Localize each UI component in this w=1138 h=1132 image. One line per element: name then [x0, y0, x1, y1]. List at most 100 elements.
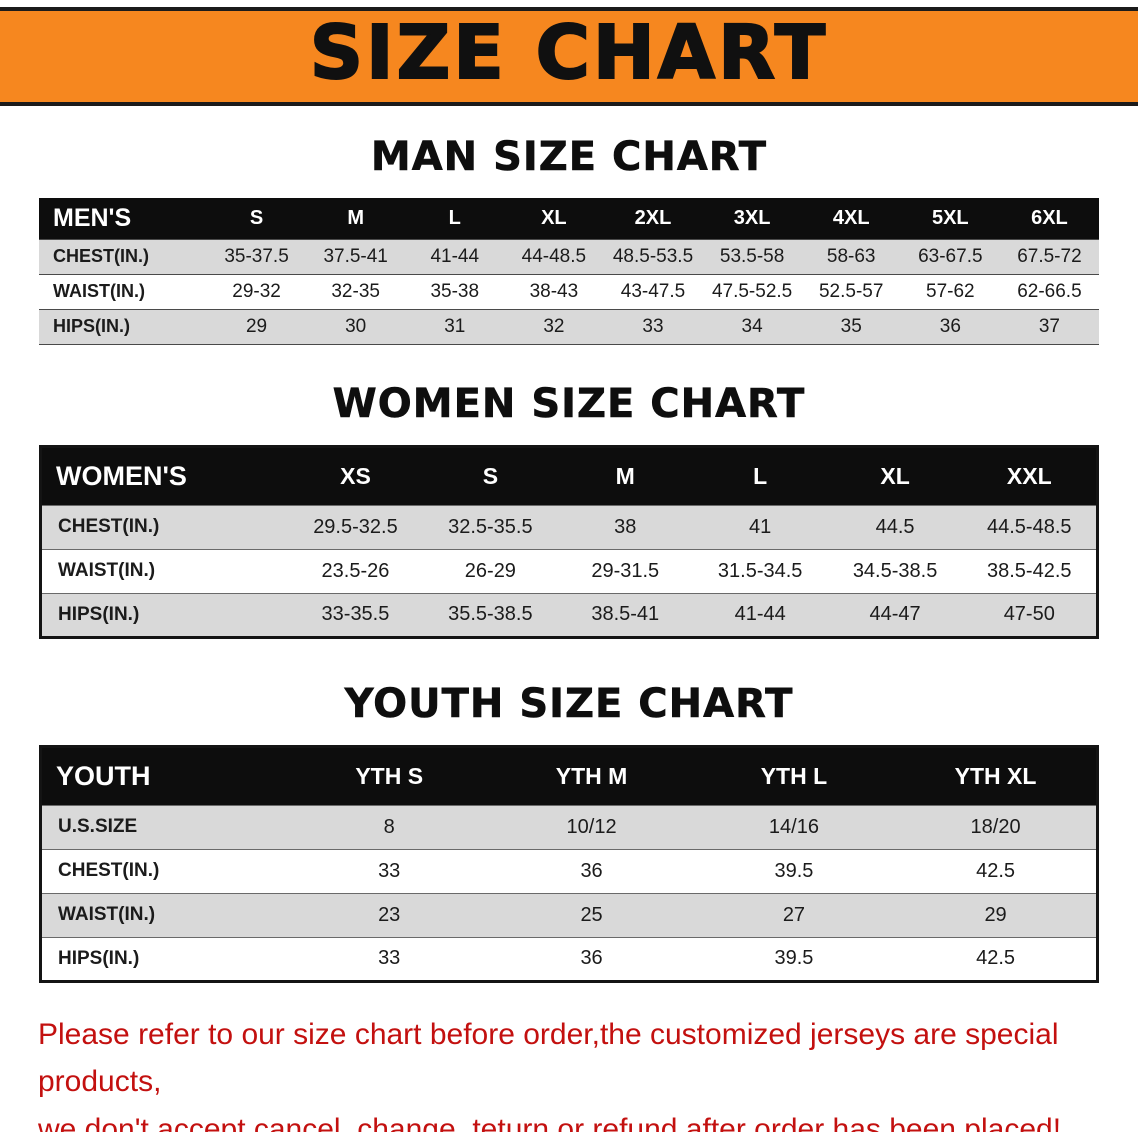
- measure-value: 29-32: [232, 280, 281, 302]
- measure-label: HIPS(IN.): [58, 947, 140, 969]
- size-column-header: XL: [504, 197, 604, 240]
- size-column-header: YTH XL: [895, 746, 1098, 806]
- measure-value: 41: [749, 515, 772, 538]
- table-row: CHEST(IN.) 35-37.5 37.5-41 41-44 44-48.5 48.5…: [39, 239, 1099, 275]
- size-column-header: XXL: [962, 446, 1098, 506]
- size-column-header: M: [306, 197, 406, 240]
- measure-label: HIPS(IN.): [58, 603, 140, 625]
- youth-table-title-cell: YOUTH: [40, 746, 288, 806]
- measure-label: WAIST(IN.): [53, 281, 145, 302]
- charts-area: MAN SIZE CHART MEN'S S M L XL 2XL 3XL 4XL 5XL 6XL…: [0, 134, 1138, 983]
- measure-value: 29: [984, 903, 1007, 926]
- measure-value: 42.5: [976, 947, 1016, 970]
- table-row: HIPS(IN.) 33-35.5 35.5-38.5 38.5-41 41-44 44-…: [40, 593, 1098, 638]
- measure-value: 8: [383, 815, 395, 838]
- measure-value: 38.5-42.5: [987, 559, 1072, 582]
- measure-value: 36: [580, 947, 603, 970]
- measure-value: 53.5-58: [719, 245, 785, 267]
- measure-label: U.S.SIZE: [58, 816, 138, 838]
- measure-value: 37: [1038, 315, 1060, 337]
- measure-value: 58-63: [826, 245, 876, 267]
- measure-value: 41-44: [734, 603, 786, 626]
- measure-value: 47.5-52.5: [711, 280, 793, 302]
- measure-value: 29-31.5: [591, 559, 660, 582]
- measure-value: 33: [642, 315, 664, 337]
- measure-value: 44-48.5: [521, 245, 587, 267]
- measure-value: 25: [580, 903, 603, 926]
- note-line-1: Please refer to our size chart before or…: [38, 1017, 1059, 1099]
- size-column-header: YTH L: [692, 746, 896, 806]
- measure-value: 33: [378, 947, 401, 970]
- size-column-header: 2XL: [603, 197, 703, 240]
- table-row: WAIST(IN.) 23 25 27 29: [40, 893, 1098, 938]
- table-row: CHEST(IN.) 29.5-32.5 32.5-35.5 38 41 44.5 44.5…: [40, 505, 1098, 550]
- banner: SIZE CHART: [0, 7, 1138, 106]
- note-line-2: we don't accept cancel, change, teturn o…: [38, 1112, 1062, 1132]
- measure-value: 29: [245, 315, 268, 337]
- table-row: U.S.SIZE 8 10/12 14/16 18/20: [40, 805, 1098, 850]
- measure-value: 34: [741, 315, 763, 337]
- measure-value: 44.5: [875, 515, 915, 538]
- men-table-title-cell: MEN'S: [39, 197, 207, 240]
- measure-value: 33: [378, 859, 401, 882]
- measure-value: 44-47: [869, 603, 921, 626]
- size-column-header: 3XL: [702, 197, 802, 240]
- measure-value: 36: [939, 315, 961, 337]
- measure-value: 36: [580, 859, 603, 882]
- measure-value: 41-44: [430, 245, 480, 267]
- measure-value: 14/16: [768, 815, 819, 838]
- measure-value: 32: [543, 315, 565, 337]
- measure-label: HIPS(IN.): [53, 316, 131, 337]
- size-column-header: XL: [827, 446, 963, 506]
- section-men: MAN SIZE CHART MEN'S S M L XL 2XL 3XL 4XL 5XL 6XL…: [0, 134, 1138, 345]
- youth-section-heading: YOUTH SIZE CHART: [344, 680, 794, 728]
- measure-value: 39.5: [774, 947, 814, 970]
- measure-value: 23.5-26: [321, 559, 390, 582]
- measure-label: CHEST(IN.): [53, 246, 149, 267]
- measure-value: 57-62: [926, 280, 975, 302]
- measure-value: 38.5-41: [591, 603, 660, 626]
- youth-header-row: YOUTH YTH S YTH M YTH L YTH XL: [40, 746, 1098, 806]
- table-row: WAIST(IN.) 23.5-26 26-29 29-31.5 31.5-34.5 34…: [40, 549, 1098, 593]
- size-column-header: M: [557, 446, 693, 506]
- measure-value: 35: [840, 315, 862, 337]
- section-youth: YOUTH SIZE CHART YOUTH YTH S YTH M YTH L YTH…: [0, 681, 1138, 983]
- size-column-header: 4XL: [801, 197, 901, 240]
- measure-value: 48.5-53.5: [612, 245, 694, 267]
- size-column-header: XS: [288, 446, 423, 506]
- measure-value: 18/20: [970, 815, 1021, 838]
- measure-value: 38-43: [529, 280, 579, 302]
- size-column-header: YTH S: [288, 746, 491, 806]
- measure-value: 67.5-72: [1017, 245, 1082, 267]
- measure-value: 34.5-38.5: [852, 559, 938, 582]
- measure-value: 35-38: [430, 280, 480, 302]
- measure-value: 39.5: [774, 859, 814, 882]
- men-size-table: MEN'S S M L XL 2XL 3XL 4XL 5XL 6XL CHEST(IN.) 35-37…: [39, 197, 1099, 345]
- size-column-header: S: [422, 446, 558, 506]
- measure-value: 32.5-35.5: [448, 515, 533, 538]
- measure-value: 27: [782, 903, 806, 926]
- measure-value: 35.5-38.5: [448, 603, 533, 626]
- measure-value: 30: [345, 315, 367, 337]
- women-header-row: WOMEN'S XS S M L XL XXL: [40, 446, 1098, 506]
- measure-value: 63-67.5: [918, 245, 983, 267]
- measure-value: 37.5-41: [323, 245, 388, 267]
- table-row: HIPS(IN.) 29 30 31 32 33 34 35 36 37: [39, 309, 1099, 345]
- measure-label: WAIST(IN.): [58, 904, 156, 926]
- measure-value: 32-35: [331, 280, 380, 302]
- measure-value: 43-47.5: [620, 280, 686, 302]
- size-column-header: 5XL: [900, 197, 1000, 240]
- measure-label: WAIST(IN.): [58, 560, 156, 582]
- measure-value: 35-37.5: [224, 245, 289, 267]
- table-row: CHEST(IN.) 33 36 39.5 42.5: [40, 849, 1098, 893]
- page-title: SIZE CHART: [309, 10, 829, 96]
- size-column-header: YTH M: [490, 746, 693, 806]
- measure-value: 26-29: [464, 559, 516, 582]
- measure-value: 47-50: [1003, 603, 1055, 626]
- measure-value: 29.5-32.5: [313, 515, 398, 538]
- women-table-title-cell: WOMEN'S: [40, 446, 288, 506]
- size-column-header: 6XL: [999, 197, 1099, 240]
- order-policy-note: Please refer to our size chart before or…: [38, 1011, 1100, 1132]
- measure-label: CHEST(IN.): [58, 516, 160, 538]
